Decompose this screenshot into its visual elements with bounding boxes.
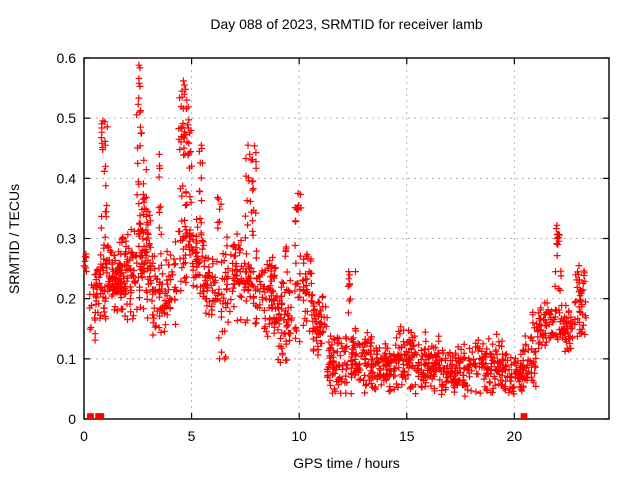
y-tick-label: 0.4 — [57, 170, 77, 186]
x-tick-label: 20 — [507, 428, 523, 444]
x-tick-label: 5 — [188, 428, 196, 444]
data-point-square — [87, 413, 94, 420]
y-tick-label: 0.5 — [57, 110, 77, 126]
y-tick-label: 0.6 — [57, 50, 77, 66]
data-point-square — [520, 413, 528, 420]
x-tick-label: 15 — [399, 428, 415, 444]
data-points-plus — [80, 61, 590, 400]
y-tick-label: 0.1 — [57, 351, 77, 367]
y-tick-label: 0 — [68, 411, 76, 427]
x-tick-label: 10 — [291, 428, 307, 444]
x-tick-label: 0 — [80, 428, 88, 444]
data-point-square — [97, 413, 105, 420]
x-axis-label: GPS time / hours — [293, 455, 400, 471]
y-tick-label: 0.2 — [57, 291, 77, 307]
y-tick-label: 0.3 — [57, 231, 77, 247]
chart-title: Day 088 of 2023, SRMTID for receiver lam… — [210, 16, 483, 32]
